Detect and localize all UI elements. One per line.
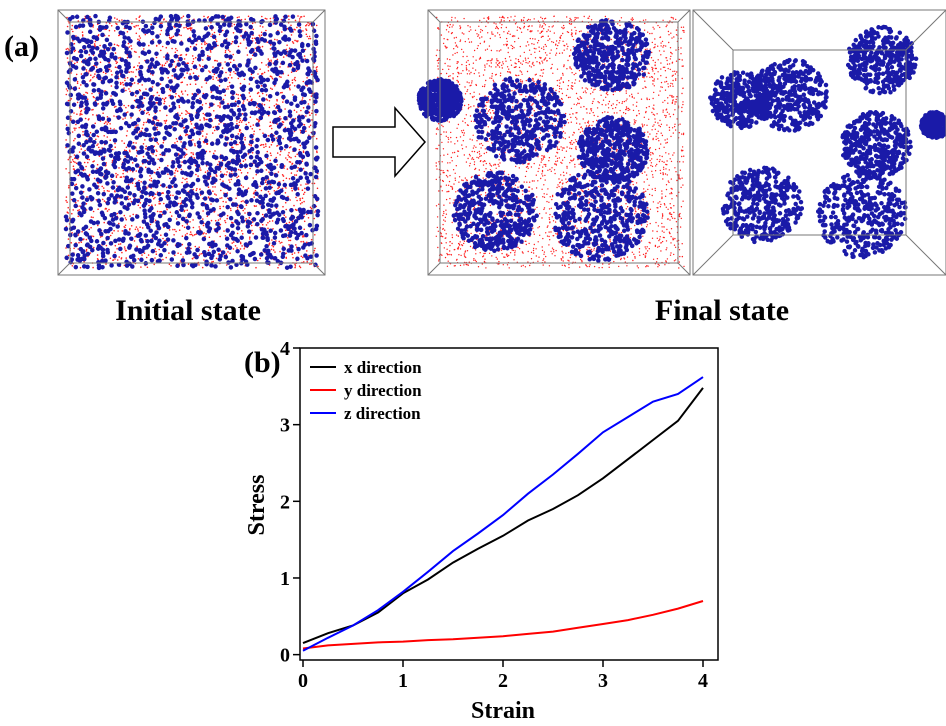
legend-label: y direction bbox=[344, 381, 422, 400]
particles bbox=[416, 17, 652, 263]
caption: Final state bbox=[655, 294, 789, 327]
simulation-boxes bbox=[57, 9, 946, 276]
plot-frame bbox=[299, 347, 719, 661]
panel-label: (b) bbox=[244, 346, 281, 379]
arrow bbox=[332, 106, 427, 178]
legend-label: x direction bbox=[344, 358, 422, 377]
y-axis-label: Stress bbox=[244, 475, 270, 536]
y-tick-label: 4 bbox=[280, 338, 290, 360]
x-tick-label: 2 bbox=[498, 670, 508, 692]
x-tick-label: 4 bbox=[698, 670, 708, 692]
x-tick-label: 1 bbox=[398, 670, 408, 692]
series-line bbox=[302, 387, 704, 645]
y-tick-label: 2 bbox=[280, 491, 290, 513]
caption: Initial state bbox=[115, 294, 261, 327]
panel-label: (a) bbox=[4, 30, 39, 63]
box-frame bbox=[57, 9, 326, 276]
y-tick-label: 0 bbox=[280, 645, 290, 667]
series-line bbox=[302, 600, 704, 650]
box-frame bbox=[692, 9, 946, 276]
x-tick-label: 0 bbox=[298, 670, 308, 692]
y-tick-label: 3 bbox=[280, 415, 290, 437]
x-axis-label: Strain bbox=[471, 698, 535, 724]
legend-label: z direction bbox=[344, 404, 421, 423]
particles bbox=[63, 13, 321, 271]
y-tick-label: 1 bbox=[280, 568, 290, 590]
particles bbox=[708, 24, 946, 260]
box-frame bbox=[427, 9, 691, 276]
series-line bbox=[302, 376, 704, 652]
x-tick-label: 3 bbox=[598, 670, 608, 692]
